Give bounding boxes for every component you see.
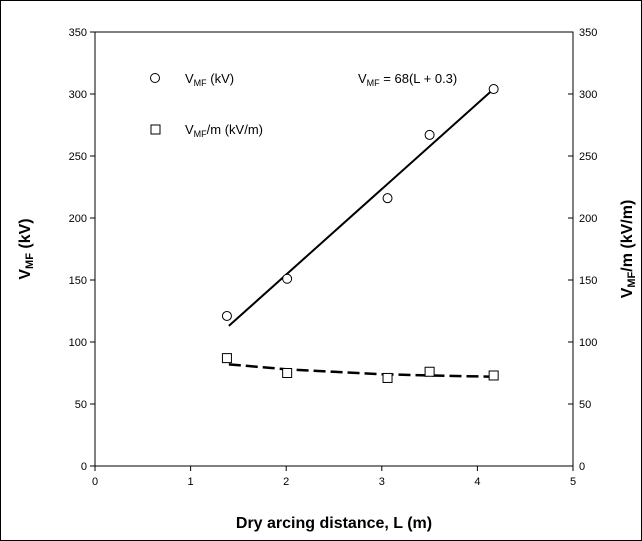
legend-marker-square: [150, 124, 161, 135]
data-point-square: [424, 366, 435, 377]
x-axis-ticks: 0 1 2 3 4 5: [92, 466, 576, 488]
fit-line-dashed: [228, 363, 494, 378]
x-tick-label: 4: [474, 476, 480, 488]
y-left-tick-label: 0: [81, 461, 87, 473]
y-left-tick-label: 200: [69, 213, 87, 225]
y-axis-right-title: VMF/m (kV/m): [619, 200, 638, 299]
y-left-tick-label: 50: [75, 399, 87, 411]
y-left-tick-label: 150: [69, 275, 87, 287]
y-right-tick-label: 50: [579, 399, 591, 411]
y-left-tick-label: 250: [69, 151, 87, 163]
y-left-tick-label: 350: [69, 27, 87, 39]
y-right-tick-label: 150: [579, 275, 597, 287]
fit-equation-annotation: VMF = 68(L + 0.3): [358, 71, 457, 88]
y-axis-left-ticks: 0 50 100 150 200 250 300 350: [69, 27, 95, 473]
y-left-tick-label: 300: [69, 89, 87, 101]
legend: VMF (kV) VMF/m (kV/m): [150, 71, 263, 139]
data-point-square: [221, 353, 232, 364]
data-point-circle: [382, 193, 393, 204]
x-tick-label: 1: [188, 476, 194, 488]
data-point-circle: [424, 129, 435, 140]
y-left-tick-label: 100: [69, 337, 87, 349]
fit-lines: [228, 88, 495, 378]
x-tick-label: 3: [379, 476, 385, 488]
data-point-square: [282, 368, 293, 378]
data-point-circle: [282, 273, 293, 284]
y-right-tick-label: 0: [579, 461, 585, 473]
data-points: [221, 84, 499, 383]
y-right-tick-label: 300: [579, 89, 597, 101]
x-tick-label: 0: [92, 476, 98, 488]
legend-label-vmf: VMF (kV): [185, 71, 234, 88]
data-point-square: [382, 372, 393, 383]
y-axis-left-title: VMF (kV): [17, 218, 36, 279]
subscript: MF: [626, 271, 638, 287]
y-right-tick-label: 350: [579, 27, 597, 39]
plot-area: [94, 31, 574, 467]
x-tick-label: 5: [570, 476, 576, 488]
data-point-circle: [221, 310, 232, 321]
fit-line-solid: [228, 88, 495, 327]
x-axis-title: Dry arcing distance, L (m): [236, 515, 432, 532]
legend-marker-circle: [150, 73, 160, 83]
y-right-tick-label: 200: [579, 213, 597, 225]
y-right-tick-label: 100: [579, 337, 597, 349]
x-tick-label: 2: [283, 476, 289, 488]
legend-label-vmf-per-m: VMF/m (kV/m): [185, 122, 263, 139]
data-point-circle: [488, 84, 499, 95]
data-point-square: [488, 370, 499, 381]
y-axis-right-ticks: 0 50 100 150 200 250 300 350: [568, 27, 597, 473]
subscript: MF: [24, 253, 36, 269]
y-right-tick-label: 250: [579, 151, 597, 163]
